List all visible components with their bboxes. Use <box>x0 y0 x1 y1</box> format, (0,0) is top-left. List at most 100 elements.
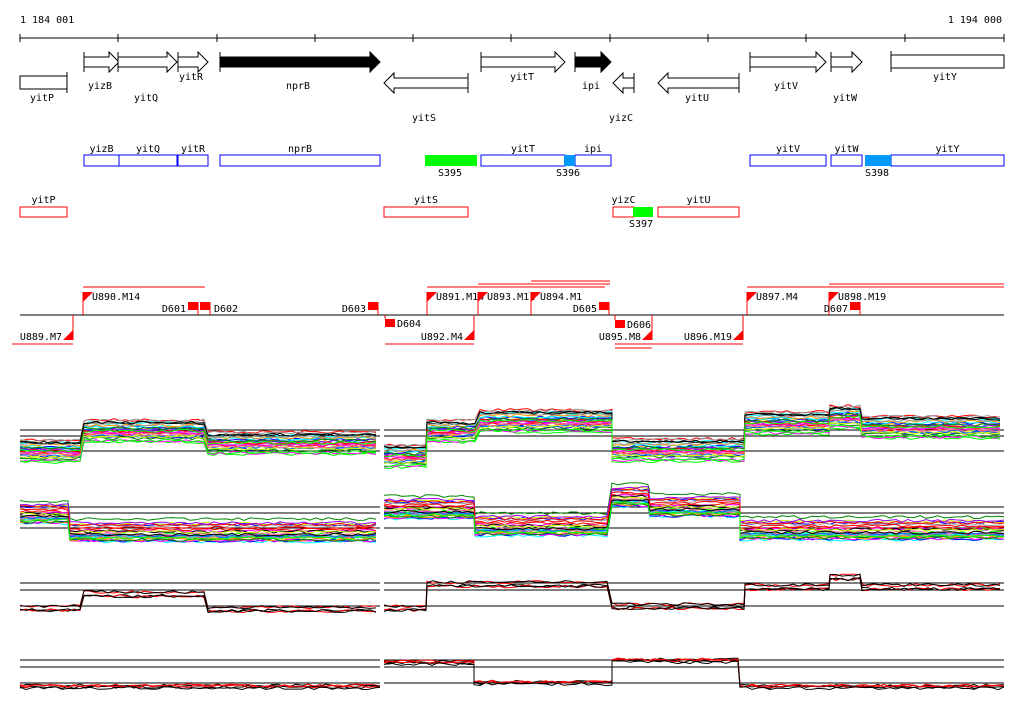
upshift-flag-icon <box>478 292 488 302</box>
upshift-label: U889.M7 <box>20 332 62 343</box>
gene-yizB: yizB <box>83 50 120 92</box>
gene-yitY: yitY <box>890 51 1005 83</box>
expression-profile-line <box>383 415 1001 458</box>
reverse-transcript-box <box>612 206 635 218</box>
ruler-start-label: 1 184 001 <box>20 15 74 26</box>
expression-profile-line <box>384 498 1005 535</box>
expression-profile-line <box>383 422 1001 464</box>
gene-label: yitV <box>774 81 798 92</box>
forward-transcript-box <box>219 154 381 167</box>
forward-transcript-track: yizB yitQ yitR nprB yitT ipi yitV yitW yitY S395 S… <box>83 144 1005 179</box>
upshift-label: U896.M19 <box>684 332 732 343</box>
ruler-end-label: 1 194 000 <box>948 15 1002 26</box>
coordinate-ruler <box>19 34 1005 42</box>
gene-yitV: yitV <box>749 50 827 92</box>
forward-transcript-box <box>118 154 178 167</box>
gene-label: ipi <box>582 81 600 92</box>
shift-track: U890.M14 U891.M14 U893.M11 U894.M1 U897.M4 U8… <box>12 280 1004 349</box>
downshift-marker-icon <box>368 302 378 310</box>
gene-arrow-icon <box>657 71 740 95</box>
gene-arrow-icon <box>117 50 178 74</box>
downshift-marker-icon <box>385 319 395 327</box>
expression-panel <box>19 657 1005 691</box>
upshift-flag-icon <box>63 330 73 340</box>
expression-profile-line <box>19 514 377 537</box>
upshift-label: U893.M11 <box>487 292 535 303</box>
expression-profile-line <box>19 520 377 543</box>
downshift-marker-icon <box>599 302 609 310</box>
gene-yitU: yitU <box>657 71 740 104</box>
expression-profile-line <box>19 432 377 457</box>
downshift-marker-icon <box>615 320 625 328</box>
gene-label: yitY <box>933 72 957 83</box>
expression-profile-line <box>19 686 381 691</box>
gene-label: yitT <box>510 72 534 83</box>
expression-profile-line <box>19 511 377 534</box>
forward-transcript-label: ipi <box>584 144 602 155</box>
forward-transcript-label: yitW <box>834 144 859 155</box>
gene-label: yizB <box>88 81 112 92</box>
expression-profile-line <box>383 404 1001 447</box>
gene-label: yitS <box>412 113 436 124</box>
expression-panel <box>19 404 1004 470</box>
upshift-flag-icon <box>747 292 757 302</box>
expression-panel <box>19 573 1004 614</box>
gene-label: yitP <box>30 93 54 104</box>
downshift-label: D603 <box>342 304 366 315</box>
expression-profile-line <box>383 660 1005 691</box>
forward-transcript-label: yitY <box>935 144 959 155</box>
expression-profile-line <box>383 501 1005 539</box>
gene-label: yitW <box>833 93 858 104</box>
reverse-transcript-box <box>657 206 740 218</box>
upshift-flag-icon <box>464 330 474 340</box>
expression-profile-line <box>383 486 1005 523</box>
gene-label: yitR <box>179 72 204 83</box>
gene-box <box>890 54 1005 69</box>
forward-transcript-label: yitT <box>511 144 535 155</box>
upshift-label: U891.M14 <box>436 292 484 303</box>
forward-transcript-box <box>890 154 1005 167</box>
expression-panel <box>19 482 1005 544</box>
reverse-transcript-label: yitP <box>31 195 55 206</box>
expression-profile-line <box>383 658 1005 689</box>
expression-profile-line <box>19 594 377 614</box>
upshift-label: U892.M4 <box>421 332 463 343</box>
gene-yitP: yitP <box>19 72 68 104</box>
gene-arrow-icon <box>177 50 209 74</box>
gene-nprB: nprB <box>219 50 381 92</box>
expression-profile-line <box>19 518 377 541</box>
segment-block <box>425 155 477 166</box>
gene-yitS: yitS <box>383 71 469 124</box>
upshift-flag-icon <box>733 330 743 340</box>
expression-profile-line <box>383 573 1001 608</box>
reverse-transcript-label: yizC <box>611 195 635 206</box>
downshift-marker-icon <box>188 302 198 310</box>
expression-profile-line <box>19 590 377 610</box>
gene-arrow-icon <box>83 50 120 74</box>
expression-profile-line <box>383 658 1005 689</box>
forward-transcript-box <box>83 154 120 167</box>
gene-label: nprB <box>286 81 310 92</box>
upshift-label: U890.M14 <box>92 292 140 303</box>
gene-arrow-icon <box>219 50 381 74</box>
gene-arrow-icon <box>480 50 566 74</box>
gene-yitW: yitW <box>830 50 863 104</box>
expression-profile-line <box>19 507 377 530</box>
expression-profile-line <box>383 424 1001 467</box>
downshift-label: D602 <box>214 304 238 315</box>
upshift-flag-icon <box>829 292 839 302</box>
expression-profile-line <box>383 418 1001 462</box>
upshift-label: U898.M19 <box>838 292 886 303</box>
downshift-label: D606 <box>627 320 651 331</box>
forward-transcript-label: yizB <box>89 144 113 155</box>
forward-transcript-label: yitV <box>776 144 800 155</box>
segment-label: S397 <box>629 219 653 230</box>
segment-block <box>564 155 575 166</box>
upshift-label: U894.M1 <box>540 292 582 303</box>
expression-profile-line <box>383 482 1005 520</box>
gene-arrow-icon <box>830 50 863 74</box>
expression-profile-line <box>19 428 377 453</box>
expression-profile-line <box>383 489 1005 527</box>
expression-profile-line <box>383 573 1001 609</box>
